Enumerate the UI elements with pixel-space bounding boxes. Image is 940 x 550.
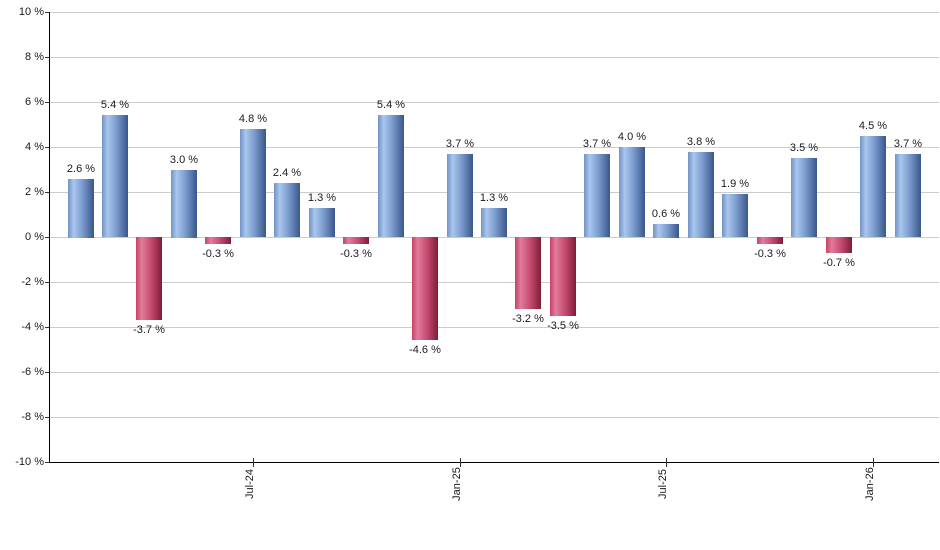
bar-value-label: 4.5 % [858,120,888,132]
gridline [49,102,939,103]
y-axis-tick [45,12,49,13]
y-axis-tick [45,462,49,463]
bar-positive [309,208,335,237]
bar-positive [481,208,507,237]
y-axis-tick [45,102,49,103]
y-axis-tick [45,327,49,328]
bar-negative [550,237,576,316]
gridline [49,192,939,193]
bar-positive [688,152,714,238]
y-axis-tick [45,147,49,148]
bar-value-label: 5.4 % [100,99,130,111]
y-tick-label: 0 % [25,231,44,243]
bar-value-label: -3.2 % [512,313,544,325]
x-tick-label: Jan-26 [864,467,876,501]
bar-value-label: 1.3 % [307,192,337,204]
bar-negative [205,237,231,244]
gridline [49,237,939,238]
x-axis-tick [460,458,461,467]
bar-value-label: 5.4 % [376,99,406,111]
bar-value-label: 4.8 % [238,113,268,125]
bar-value-label: 3.8 % [686,136,716,148]
bar-value-label: 3.7 % [582,138,612,150]
bar-value-label: -0.3 % [754,248,786,260]
gridline [49,372,939,373]
y-axis-tick [45,417,49,418]
y-tick-label: -4 % [21,321,44,333]
y-axis-tick [45,282,49,283]
bar-negative [757,237,783,244]
y-tick-label: -2 % [21,276,44,288]
bar-positive [860,136,886,237]
gridline [49,12,939,13]
bar-positive [619,147,645,237]
bar-value-label: -3.7 % [133,324,165,336]
x-tick-label: Jul-24 [244,469,256,499]
y-tick-label: 2 % [25,186,44,198]
x-axis-tick [253,458,254,467]
bar-positive [274,183,300,237]
bar-value-label: 3.7 % [893,138,923,150]
x-axis-tick [666,458,667,467]
x-tick-label: Jan-25 [451,467,463,501]
y-axis-tick [45,372,49,373]
bar-negative [515,237,541,309]
bar-positive [722,194,748,237]
bar-value-label: 1.9 % [720,178,750,190]
bar-value-label: 0.6 % [651,208,681,220]
x-axis-tick [873,458,874,467]
y-tick-label: 8 % [25,51,44,63]
bar-value-label: 2.6 % [66,163,96,175]
bar-positive [653,224,679,238]
y-axis-tick [45,237,49,238]
bar-positive [240,129,266,237]
gridline [49,417,939,418]
bar-negative [412,237,438,340]
y-tick-label: 10 % [18,6,44,18]
bar-positive [791,158,817,237]
bar-value-label: 1.3 % [479,192,509,204]
y-axis-tick [45,57,49,58]
x-axis-line [49,462,939,463]
gridline [49,57,939,58]
bar-value-label: 4.0 % [617,131,647,143]
y-tick-label: -10 % [15,456,44,468]
bar-negative [826,237,852,253]
bar-negative [136,237,162,320]
bar-positive [584,154,610,237]
bar-value-label: -4.6 % [409,344,441,356]
bar-value-label: -0.3 % [340,248,372,260]
y-axis-tick [45,192,49,193]
bar-value-label: -0.3 % [202,248,234,260]
y-tick-label: 4 % [25,141,44,153]
gridline [49,327,939,328]
bar-negative [343,237,369,244]
bar-positive [378,115,404,237]
bar-positive [895,154,921,237]
bar-value-label: 2.4 % [272,167,302,179]
y-tick-label: 6 % [25,96,44,108]
y-axis-line [49,12,50,463]
bar-positive [171,170,197,238]
bar-positive [447,154,473,237]
bar-value-label: 3.5 % [789,142,819,154]
gridline [49,147,939,148]
y-tick-label: -8 % [21,411,44,423]
bar-positive [68,179,94,238]
gridline [49,282,939,283]
x-tick-label: Jul-25 [657,469,669,499]
y-tick-label: -6 % [21,366,44,378]
bar-positive [102,115,128,237]
bar-value-label: -3.5 % [547,320,579,332]
bar-value-label: 3.0 % [169,154,199,166]
bar-value-label: -0.7 % [823,257,855,269]
bar-value-label: 3.7 % [445,138,475,150]
